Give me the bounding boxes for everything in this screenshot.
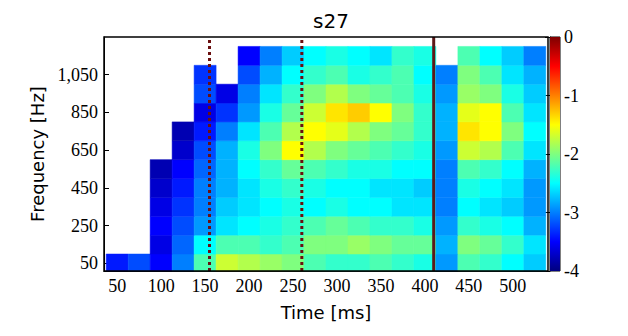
svg-text:150: 150 (192, 276, 219, 296)
svg-text:0: 0 (564, 27, 573, 47)
svg-text:1,050: 1,050 (58, 65, 99, 85)
svg-text:50: 50 (80, 253, 98, 273)
svg-text:Frequency [Hz]: Frequency [Hz] (27, 86, 48, 222)
svg-text:s27: s27 (313, 9, 349, 33)
svg-text:-3: -3 (564, 203, 579, 223)
svg-text:300: 300 (323, 276, 350, 296)
svg-text:50: 50 (108, 276, 126, 296)
svg-text:-1: -1 (564, 86, 579, 106)
svg-text:250: 250 (71, 216, 98, 236)
svg-text:400: 400 (411, 276, 438, 296)
svg-text:250: 250 (280, 276, 307, 296)
svg-text:100: 100 (148, 276, 175, 296)
svg-text:500: 500 (499, 276, 526, 296)
svg-text:200: 200 (236, 276, 263, 296)
svg-text:Time [ms]: Time [ms] (280, 302, 372, 323)
svg-text:-4: -4 (564, 261, 579, 281)
svg-text:350: 350 (367, 276, 394, 296)
svg-text:450: 450 (455, 276, 482, 296)
svg-text:450: 450 (71, 178, 98, 198)
svg-text:850: 850 (71, 102, 98, 122)
svg-text:-2: -2 (564, 144, 579, 164)
svg-text:650: 650 (71, 140, 98, 160)
